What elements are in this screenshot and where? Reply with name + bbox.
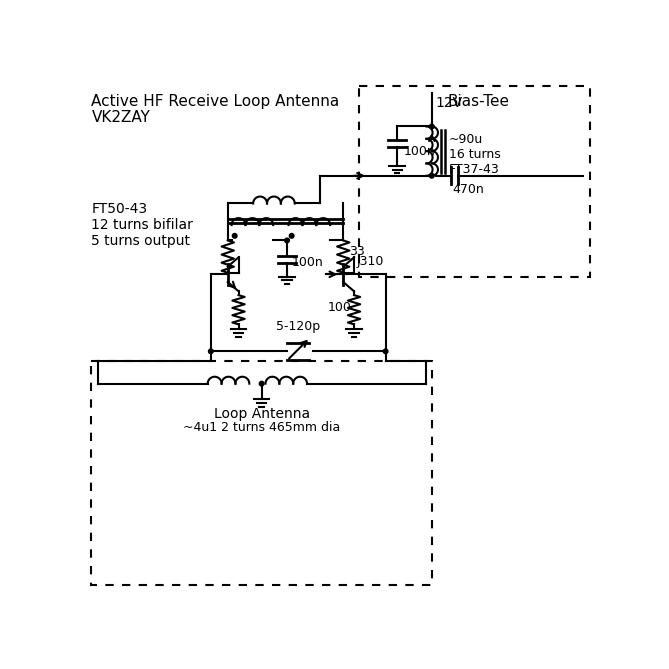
Circle shape — [429, 124, 434, 129]
Text: ~90u
16 turns
FT37-43: ~90u 16 turns FT37-43 — [449, 132, 500, 176]
Text: 100n: 100n — [292, 256, 323, 269]
Text: Active HF Receive Loop Antenna: Active HF Receive Loop Antenna — [92, 94, 340, 109]
Text: 12V: 12V — [436, 96, 463, 110]
Circle shape — [290, 233, 294, 238]
Text: 100n: 100n — [403, 145, 435, 158]
Circle shape — [209, 349, 213, 354]
Text: Loop Antenna: Loop Antenna — [213, 407, 310, 421]
Text: J310: J310 — [357, 256, 385, 268]
Text: Bias-Tee: Bias-Tee — [447, 94, 509, 109]
Text: FT50-43
12 turns bifilar
5 turns output: FT50-43 12 turns bifilar 5 turns output — [92, 202, 193, 248]
Bar — [359, 86, 589, 276]
Circle shape — [260, 381, 264, 386]
Circle shape — [383, 349, 388, 354]
Text: 100: 100 — [328, 301, 352, 314]
Text: VK2ZAY: VK2ZAY — [92, 110, 151, 124]
Text: ~4u1 2 turns 465mm dia: ~4u1 2 turns 465mm dia — [183, 421, 341, 434]
Circle shape — [429, 173, 434, 178]
Bar — [92, 361, 432, 585]
Text: 33: 33 — [349, 246, 365, 258]
Circle shape — [285, 238, 290, 243]
Circle shape — [232, 233, 237, 238]
Text: 5-120p: 5-120p — [276, 320, 320, 333]
Text: 470n: 470n — [453, 183, 484, 197]
